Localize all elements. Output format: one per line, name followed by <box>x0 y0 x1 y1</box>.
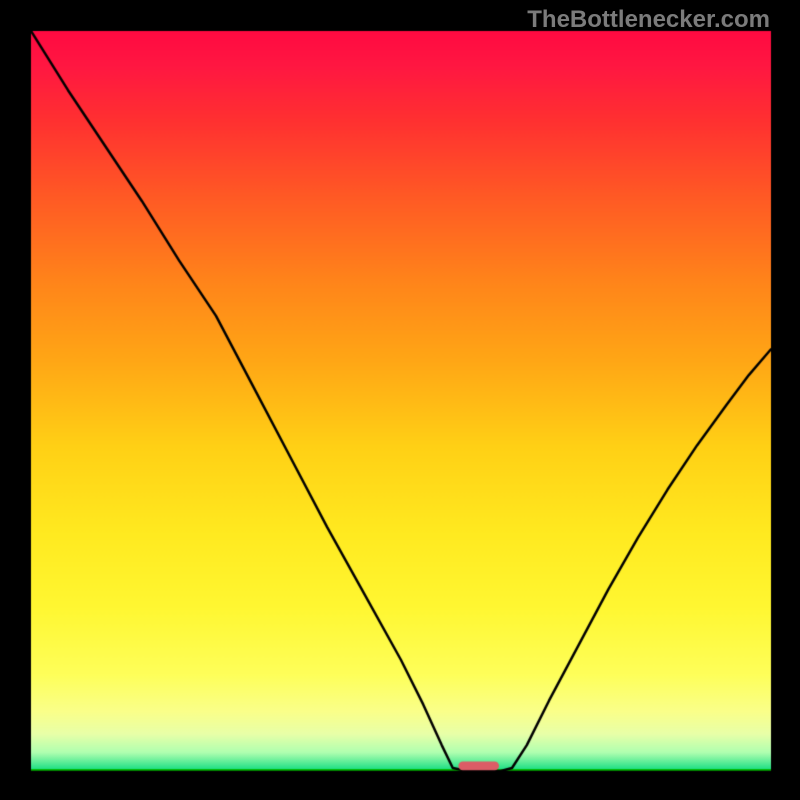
bottleneck-chart-canvas <box>0 0 800 800</box>
chart-stage: TheBottlenecker.com <box>0 0 800 800</box>
